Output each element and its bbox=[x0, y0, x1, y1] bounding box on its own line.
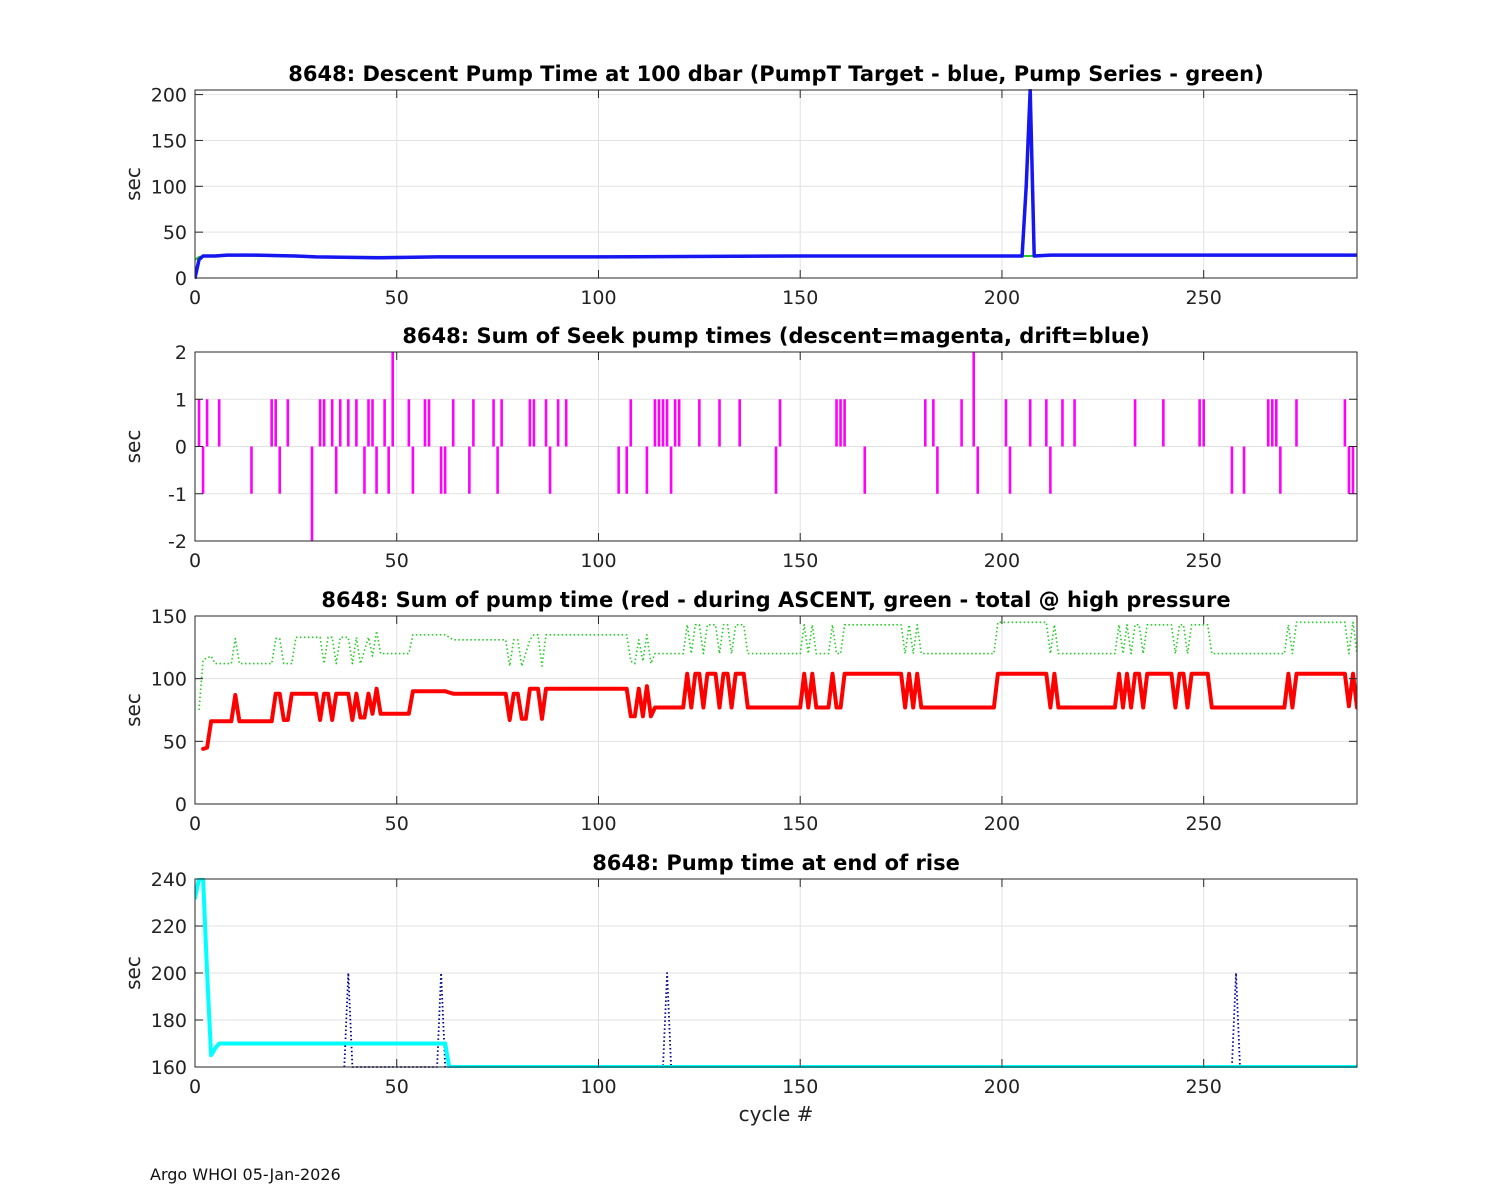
y-tick-label: 150 bbox=[151, 130, 187, 152]
x-tick-label: 250 bbox=[1186, 287, 1222, 309]
y-axis-label: sec bbox=[121, 167, 145, 201]
y-tick-label: 0 bbox=[175, 268, 187, 290]
x-tick-label: 100 bbox=[580, 1076, 616, 1098]
y-tick-label: 100 bbox=[151, 669, 187, 691]
x-tick-label: 50 bbox=[385, 550, 409, 572]
y-axis-label: sec bbox=[121, 693, 145, 727]
series-pumpt-target bbox=[195, 89, 1357, 279]
y-tick-label: -1 bbox=[168, 484, 187, 506]
series-total-high-pressure bbox=[198, 621, 1357, 711]
data-layer bbox=[197, 352, 1355, 541]
x-tick-label: 250 bbox=[1186, 813, 1222, 835]
y-tick-label: 0 bbox=[175, 794, 187, 816]
x-axis-label: cycle # bbox=[739, 1102, 814, 1126]
chart-title: 8648: Sum of Seek pump times (descent=ma… bbox=[402, 324, 1149, 348]
y-tick-label: -2 bbox=[168, 531, 187, 553]
chart-title: 8648: Pump time at end of rise bbox=[592, 851, 960, 875]
x-tick-label: 200 bbox=[984, 1076, 1020, 1098]
x-tick-label: 250 bbox=[1186, 550, 1222, 572]
chart-title: 8648: Descent Pump Time at 100 dbar (Pum… bbox=[288, 62, 1263, 86]
footer-credit: Argo WHOI 05-Jan-2026 bbox=[150, 1165, 341, 1184]
x-tick-label: 200 bbox=[984, 550, 1020, 572]
y-tick-label: 50 bbox=[163, 731, 187, 753]
x-tick-label: 50 bbox=[385, 813, 409, 835]
y-tick-label: 50 bbox=[163, 222, 187, 244]
series-seek bbox=[343, 972, 1241, 1068]
x-tick-label: 50 bbox=[385, 287, 409, 309]
y-tick-label: 160 bbox=[151, 1057, 187, 1079]
x-tick-label: 250 bbox=[1186, 1076, 1222, 1098]
plot-area bbox=[195, 90, 1357, 278]
x-tick-label: 50 bbox=[385, 1076, 409, 1098]
x-tick-label: 0 bbox=[189, 813, 201, 835]
x-tick-label: 150 bbox=[782, 813, 818, 835]
y-tick-label: 2 bbox=[175, 342, 187, 364]
x-tick-label: 150 bbox=[782, 287, 818, 309]
x-tick-label: 0 bbox=[189, 550, 201, 572]
axes-3: 0 50 100 150 200 250 0 50 100 150 8648: Sum of pum… bbox=[121, 588, 1358, 835]
x-tick-label: 150 bbox=[782, 1076, 818, 1098]
x-tick-label: 0 bbox=[189, 287, 201, 309]
x-tick-label: 100 bbox=[580, 550, 616, 572]
y-tick-label: 1 bbox=[175, 389, 187, 411]
plot-area bbox=[195, 616, 1357, 804]
x-tick-label: 0 bbox=[189, 1076, 201, 1098]
x-tick-label: 200 bbox=[984, 813, 1020, 835]
chart-title: 8648: Sum of pump time (red - during ASC… bbox=[321, 588, 1230, 612]
y-tick-label: 200 bbox=[151, 85, 187, 107]
y-tick-label: 220 bbox=[151, 916, 187, 938]
axes-box bbox=[194, 89, 1358, 279]
y-axis-label: sec bbox=[121, 956, 145, 990]
y-tick-label: 180 bbox=[151, 1010, 187, 1032]
data-layer bbox=[198, 621, 1357, 751]
y-tick-label: 150 bbox=[151, 606, 187, 628]
y-tick-label: 0 bbox=[175, 437, 187, 459]
series-during-ascent bbox=[201, 671, 1357, 751]
x-tick-label: 100 bbox=[580, 813, 616, 835]
x-tick-label: 100 bbox=[580, 287, 616, 309]
axes-2: 0 50 100 150 200 250 -2 -1 0 1 2 8648: Sum of Seek … bbox=[121, 324, 1358, 572]
data-layer bbox=[195, 89, 1357, 279]
axes-4: 0 50 100 150 200 250 160 180 200 220 240 8648: Pump… bbox=[121, 851, 1358, 1126]
axes-1: 0 50 100 150 200 250 0 50 100 150 200 8648: Descent… bbox=[121, 62, 1358, 309]
x-tick-label: 150 bbox=[782, 550, 818, 572]
y-axis-label: sec bbox=[121, 430, 145, 464]
y-tick-label: 100 bbox=[151, 176, 187, 198]
y-tick-label: 200 bbox=[151, 963, 187, 985]
y-tick-label: 240 bbox=[151, 869, 187, 891]
axes-box bbox=[194, 615, 1358, 805]
x-tick-label: 200 bbox=[984, 287, 1020, 309]
